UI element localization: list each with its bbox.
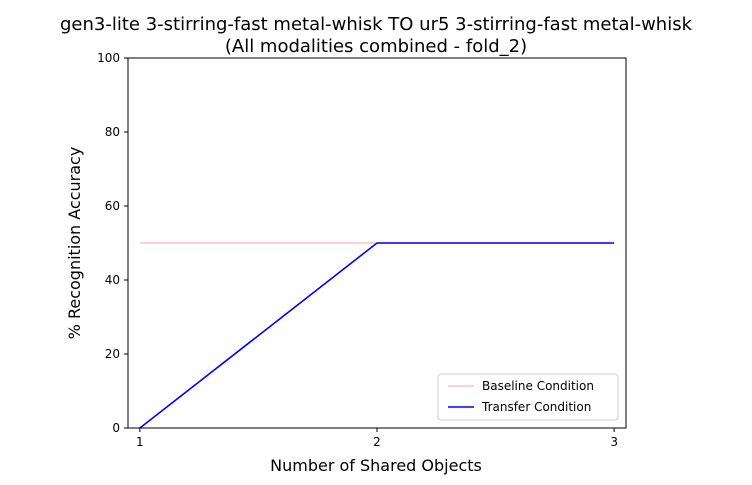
y-tick-label: 80 xyxy=(105,125,120,139)
y-tick-label: 100 xyxy=(97,51,120,65)
y-tick-label: 60 xyxy=(105,199,120,213)
legend: Baseline Condition Transfer Condition xyxy=(437,373,619,421)
y-tick-label: 40 xyxy=(105,273,120,287)
x-tick-label: 3 xyxy=(610,435,618,449)
x-tick-label: 1 xyxy=(136,435,144,449)
y-axis-ticks: 0 20 40 60 80 100 xyxy=(97,51,128,435)
y-axis-label: % Recognition Accuracy xyxy=(65,147,84,340)
legend-box xyxy=(437,373,619,421)
x-tick-label: 2 xyxy=(373,435,381,449)
legend-label: Baseline Condition xyxy=(482,379,594,393)
x-axis-label: Number of Shared Objects xyxy=(270,456,482,475)
y-tick-label: 20 xyxy=(105,347,120,361)
chart-title-line1: gen3-lite 3-stirring-fast metal-whisk TO… xyxy=(60,14,693,35)
series-line-2 xyxy=(139,242,615,429)
y-tick-label: 0 xyxy=(112,421,120,435)
series-layer xyxy=(139,242,615,429)
legend-label: Transfer Condition xyxy=(481,400,591,414)
x-axis-ticks: 1 2 3 xyxy=(136,428,618,449)
chart-title-line2: (All modalities combined - fold_2) xyxy=(225,36,527,57)
